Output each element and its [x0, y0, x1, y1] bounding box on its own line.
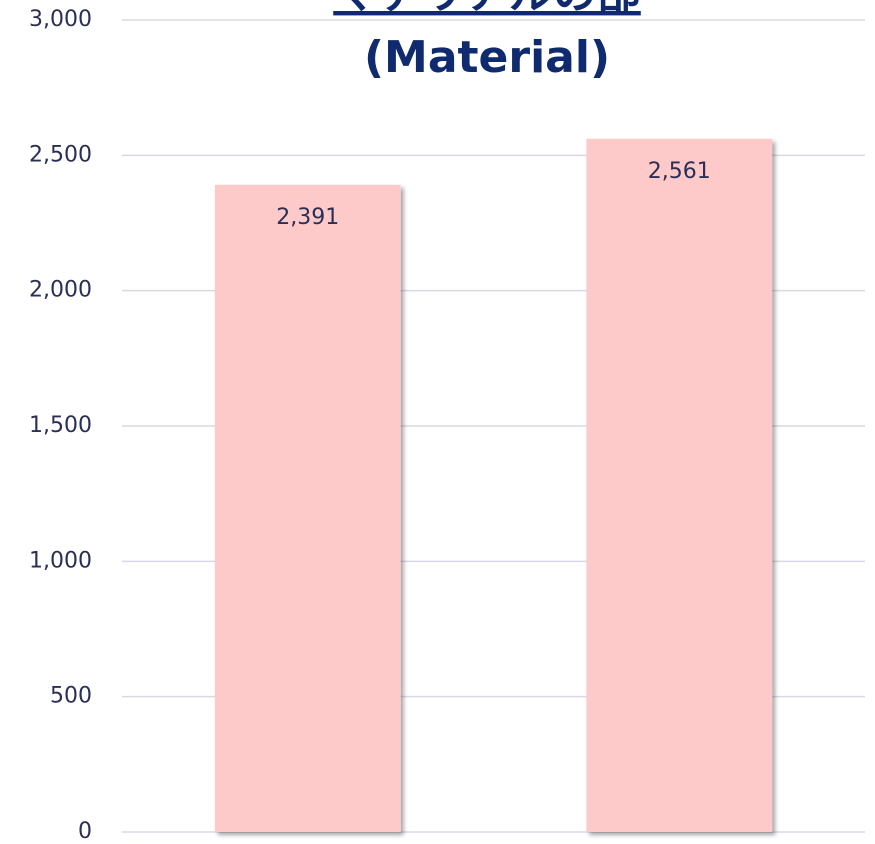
y-tick-label: 1,500	[29, 413, 92, 438]
chart-title: マテリアルの部	[333, 0, 641, 19]
chart-subtitle: (Material)	[364, 32, 610, 83]
y-tick-label: 1,000	[29, 548, 92, 573]
bar	[214, 184, 401, 832]
y-tick-label: 2,000	[29, 278, 92, 303]
y-tick-label: 0	[78, 819, 92, 844]
y-tick-label: 3,000	[29, 7, 92, 32]
data-label: 2,391	[276, 205, 339, 230]
y-tick-label: 2,500	[29, 142, 92, 167]
data-label: 2,561	[648, 159, 711, 184]
bars	[214, 138, 773, 833]
bar	[586, 138, 773, 833]
y-tick-label: 500	[50, 684, 92, 709]
